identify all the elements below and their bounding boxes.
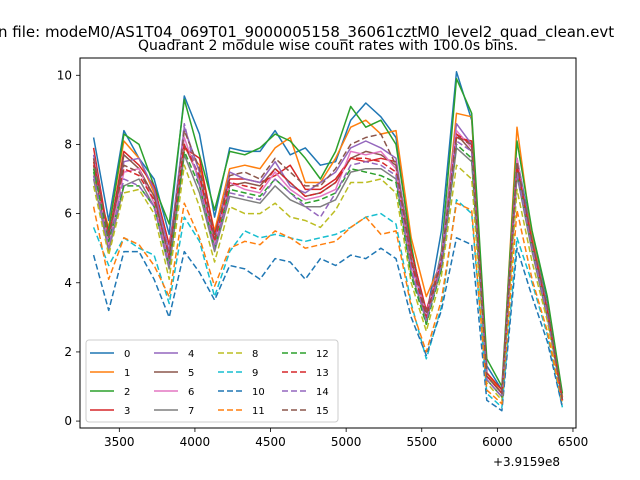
axes-frame bbox=[79, 57, 577, 429]
series-line-15 bbox=[92, 129, 564, 401]
y-tick-label: 4 bbox=[64, 276, 72, 290]
y-tick-label: 8 bbox=[64, 137, 72, 151]
legend-label-14: 14 bbox=[316, 387, 329, 398]
legend-label-12: 12 bbox=[316, 349, 329, 360]
legend-box bbox=[85, 339, 339, 423]
legend-label-7: 7 bbox=[188, 406, 194, 417]
x-tick-label: 6000 bbox=[482, 435, 513, 449]
legend-label-8: 8 bbox=[252, 349, 258, 360]
legend-label-2: 2 bbox=[124, 387, 130, 398]
legend-label-6: 6 bbox=[188, 387, 194, 398]
x-tick-label: 3500 bbox=[104, 435, 135, 449]
legend-label-13: 13 bbox=[316, 368, 329, 379]
series-line-11 bbox=[92, 202, 564, 405]
legend-label-1: 1 bbox=[124, 368, 130, 379]
legend-label-9: 9 bbox=[252, 368, 258, 379]
legend-label-0: 0 bbox=[124, 349, 130, 360]
chart-title: Quadrant 2 module wise count rates with … bbox=[138, 38, 518, 54]
series-line-8 bbox=[92, 164, 564, 404]
legend-label-5: 5 bbox=[188, 368, 194, 379]
x-tick-label: 5500 bbox=[406, 435, 437, 449]
y-tick-label: 10 bbox=[57, 68, 72, 82]
series-line-2 bbox=[92, 77, 564, 394]
y-axis: 0 2 4 6 8 10 bbox=[57, 68, 80, 428]
legend-label-3: 3 bbox=[124, 406, 130, 417]
series-line-10 bbox=[92, 237, 564, 412]
x-tick-label: 4000 bbox=[180, 435, 211, 449]
plot-area bbox=[92, 71, 564, 412]
x-tick-label: 6500 bbox=[558, 435, 589, 449]
x-axis: 3500 4000 4500 5000 5500 6000 6500 bbox=[104, 428, 588, 449]
x-offset-label: +3.9159e8 bbox=[493, 455, 560, 469]
legend-label-10: 10 bbox=[252, 387, 265, 398]
y-tick-label: 0 bbox=[64, 414, 72, 428]
x-tick-label: 5000 bbox=[331, 435, 362, 449]
legend-label-15: 15 bbox=[316, 406, 329, 417]
legend-label-4: 4 bbox=[188, 349, 194, 360]
legend-label-11: 11 bbox=[252, 406, 265, 417]
y-tick-label: 2 bbox=[64, 345, 72, 359]
y-tick-label: 6 bbox=[64, 207, 72, 221]
x-tick-label: 4500 bbox=[255, 435, 286, 449]
figure-suptitle: n file: modeM0/AS1T04_069T01_9000005158_… bbox=[0, 23, 614, 42]
